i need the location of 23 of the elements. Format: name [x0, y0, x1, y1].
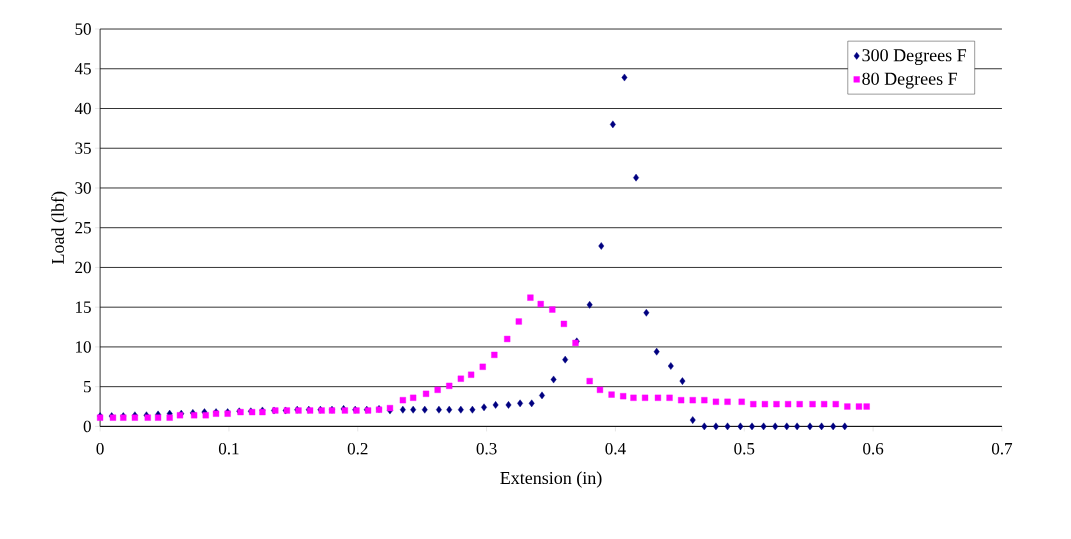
y-tick-label: 0 — [83, 420, 91, 433]
x-axis-title: Extension (in) — [500, 471, 602, 488]
y-tick-label: 15 — [76, 301, 91, 314]
y-axis-title: Load (lbf) — [51, 191, 68, 265]
x-tick-label: 0.3 — [476, 443, 497, 455]
y-tick-label: 25 — [75, 222, 91, 234]
x-tick-label: 0.1 — [218, 443, 239, 455]
y-tick-label: 40 — [74, 103, 91, 115]
x-tick-label: 0 — [96, 443, 104, 455]
x-tick-label: 0.6 — [863, 443, 884, 455]
x-tick-label: 0.5 — [734, 443, 755, 455]
y-tick-label: 35 — [75, 142, 91, 155]
x-tick-label: 0.7 — [991, 443, 1013, 455]
legend-label: 300 Degrees F — [862, 49, 967, 66]
y-tick-label: 5 — [84, 381, 91, 393]
x-tick-label: 0.2 — [347, 443, 368, 455]
y-tick-label: 10 — [76, 341, 91, 353]
y-tick-label: 50 — [75, 23, 91, 36]
y-tick-label: 30 — [75, 182, 91, 194]
y-tick-label: 45 — [74, 63, 91, 75]
y-tick-label: 20 — [75, 261, 91, 274]
x-tick-label: 0.4 — [605, 443, 626, 455]
legend-label: 80 Degrees F — [862, 72, 958, 89]
